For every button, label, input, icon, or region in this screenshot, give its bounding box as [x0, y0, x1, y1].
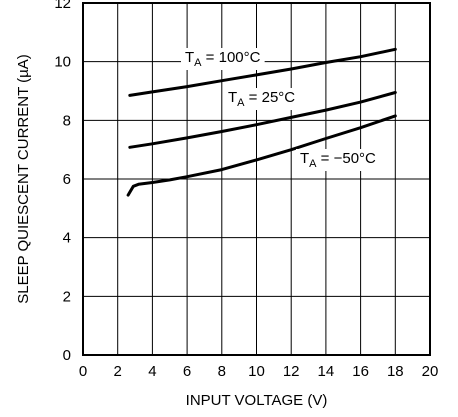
series-label-rest: = 25°C — [245, 89, 296, 106]
x-tick-label: 8 — [218, 363, 226, 380]
x-tick-label: 14 — [318, 363, 335, 380]
y-tick-label: 0 — [63, 347, 71, 364]
y-tick-label: 12 — [54, 0, 71, 12]
series-lines — [126, 47, 397, 197]
x-tick-label: 6 — [183, 363, 191, 380]
series-line — [126, 114, 397, 197]
series-label-text: TA = −50°C — [300, 150, 376, 170]
y-tick-label: 6 — [63, 171, 71, 188]
series-label: TA = 25°C — [224, 88, 300, 110]
series-label-background — [181, 48, 265, 70]
series-label-rest: = 100°C — [202, 49, 261, 66]
series-label-main: T — [185, 49, 194, 66]
y-tick-label: 10 — [54, 54, 71, 71]
x-tick-labels: 0 2 4 6 8 10 12 14 16 18 20 — [79, 363, 439, 380]
series-label-text: TA = 100°C — [185, 49, 261, 69]
series-label-subscript: A — [237, 97, 245, 109]
x-tick-label: 18 — [387, 363, 404, 380]
x-tick-label: 4 — [148, 363, 156, 380]
x-tick-label: 16 — [352, 363, 369, 380]
x-tick-label: 20 — [422, 363, 439, 380]
y-tick-label: 2 — [63, 288, 71, 305]
x-tick-label: 2 — [114, 363, 122, 380]
plot-frame — [82, 2, 431, 356]
series-label-rest: = −50°C — [317, 150, 377, 167]
y-tick-labels: 0 2 4 6 8 10 12 — [54, 0, 71, 364]
series-label-subscript: A — [194, 57, 202, 69]
series-labels: TA = 100°CTA = 25°CTA = −50°C — [181, 48, 381, 171]
series-label-subscript: A — [309, 158, 317, 170]
series-label-main: T — [300, 150, 309, 167]
x-tick-label: 10 — [248, 363, 265, 380]
series-label-background — [296, 149, 381, 171]
series-label: TA = 100°C — [181, 48, 265, 70]
y-tick-label: 8 — [63, 112, 71, 129]
y-tick-label: 4 — [63, 230, 71, 247]
series-label: TA = −50°C — [296, 149, 381, 171]
x-tick-label: 12 — [283, 363, 300, 380]
series-line — [128, 47, 397, 97]
y-axis-title: SLEEP QUIESCENT CURRENT (µA) — [15, 54, 32, 304]
series-line — [128, 91, 397, 149]
series-label-main: T — [228, 89, 237, 106]
series-label-background — [224, 88, 300, 110]
series-label-text: TA = 25°C — [228, 89, 295, 109]
x-axis-title: INPUT VOLTAGE (V) — [186, 392, 328, 409]
x-tick-label: 0 — [79, 363, 87, 380]
